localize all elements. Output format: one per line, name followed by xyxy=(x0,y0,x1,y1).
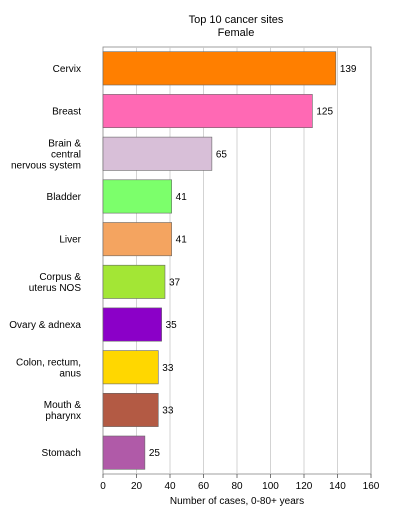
bar xyxy=(102,222,172,257)
category-label: Ovary & adnexa xyxy=(9,320,81,331)
chart-title: Top 10 cancer sites xyxy=(189,14,284,26)
bar-value-label: 33 xyxy=(162,363,174,374)
bar xyxy=(102,264,166,299)
bar xyxy=(102,435,146,470)
x-tick-label: 80 xyxy=(231,481,243,492)
bar-value-label: 41 xyxy=(176,235,188,246)
bar-value-label: 139 xyxy=(340,64,357,75)
bar-value-label: 41 xyxy=(176,192,188,203)
category-label: Bladder xyxy=(47,192,82,203)
category-label: Breast xyxy=(52,107,81,118)
x-tick-label: 140 xyxy=(329,481,346,492)
bar-value-label: 33 xyxy=(162,405,174,416)
category-label: Corpus & uterus NOS xyxy=(29,272,82,294)
bar xyxy=(102,307,162,342)
category-label: Brain & central nervous system xyxy=(11,138,81,171)
x-tick-label: 40 xyxy=(164,481,176,492)
x-tick-label: 20 xyxy=(131,481,143,492)
bar xyxy=(102,179,172,214)
x-tick-label: 100 xyxy=(262,481,279,492)
bar-value-label: 37 xyxy=(169,277,181,288)
bars: 139 Cervix 125 Breast 65 Brain & central nervou… xyxy=(9,51,357,470)
x-tick-label: 160 xyxy=(363,481,380,492)
chart-subtitle: Female xyxy=(218,27,255,39)
bar xyxy=(102,350,159,385)
x-tick-label: 60 xyxy=(198,481,210,492)
category-label: Cervix xyxy=(53,64,81,75)
x-tick-label: 120 xyxy=(296,481,313,492)
bar-value-label: 125 xyxy=(316,107,333,118)
x-axis: 0 20 40 60 80 100 120 140 160 xyxy=(100,474,380,492)
bar xyxy=(102,392,159,427)
bar xyxy=(102,136,213,171)
category-label: Liver xyxy=(59,235,81,246)
x-axis-label: Number of cases, 0-80+ years xyxy=(170,496,304,507)
bar xyxy=(102,94,313,129)
category-label: Colon, rectum, anus xyxy=(16,357,81,379)
bar xyxy=(102,51,337,86)
category-label: Mouth & pharynx xyxy=(44,400,82,422)
bar-value-label: 25 xyxy=(149,448,161,459)
bar-value-label: 35 xyxy=(166,320,178,331)
x-tick-label: 0 xyxy=(100,481,106,492)
bar-value-label: 65 xyxy=(216,149,228,160)
category-label: Stomach xyxy=(42,448,81,459)
